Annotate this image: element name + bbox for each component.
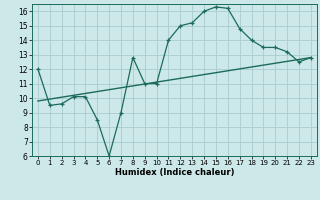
X-axis label: Humidex (Indice chaleur): Humidex (Indice chaleur): [115, 168, 234, 177]
